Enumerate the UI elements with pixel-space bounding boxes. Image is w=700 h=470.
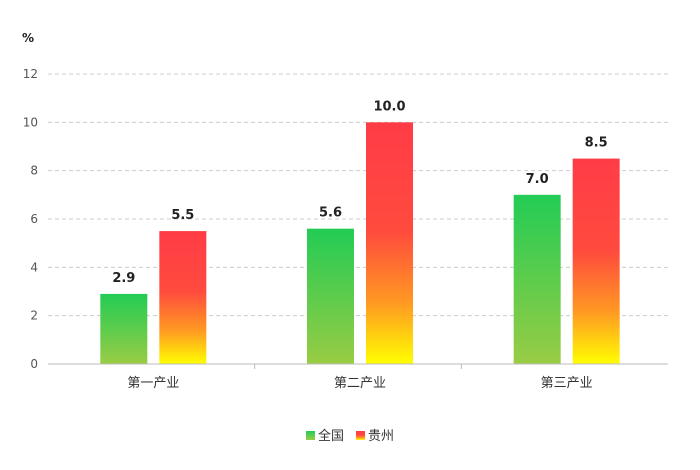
x-category-label: 第三产业 [541,376,593,391]
gridlines [48,73,668,317]
x-category-label: 第二产业 [334,376,386,391]
bars [100,122,620,364]
data-label: 7.0 [526,172,549,187]
data-label: 10.0 [373,99,405,114]
bar-national [513,194,561,364]
legend-swatch [356,431,365,440]
data-labels: 2.9 5.5 5.6 10.0 7.0 8.5 [112,99,607,286]
y-tick-label: 2 [30,309,38,323]
data-label: 8.5 [585,136,608,151]
legend-swatch [306,431,315,440]
y-axis-ticks: 0 2 4 6 8 10 12 [23,67,38,371]
bar-national [100,293,148,364]
x-category-label: 第一产业 [127,376,179,391]
data-label: 5.6 [319,206,342,221]
legend-label: 贵州 [368,429,394,444]
x-axis: 第一产业 第二产业 第三产业 [48,363,668,391]
data-label: 2.9 [112,271,135,286]
data-label: 5.5 [171,208,194,223]
y-tick-label: 0 [30,357,38,371]
bar-guizhou [159,231,207,364]
bar-guizhou [572,158,620,364]
y-tick-label: 10 [23,115,38,129]
bar-guizhou [366,122,413,364]
y-tick-label: 4 [30,260,38,274]
y-unit-label: % [22,31,34,45]
legend: 全国 贵州 [306,428,394,444]
bar-national [307,228,354,364]
y-tick-label: 12 [23,67,38,81]
y-tick-label: 6 [30,212,38,226]
y-tick-label: 8 [30,164,38,178]
legend-label: 全国 [318,428,344,444]
